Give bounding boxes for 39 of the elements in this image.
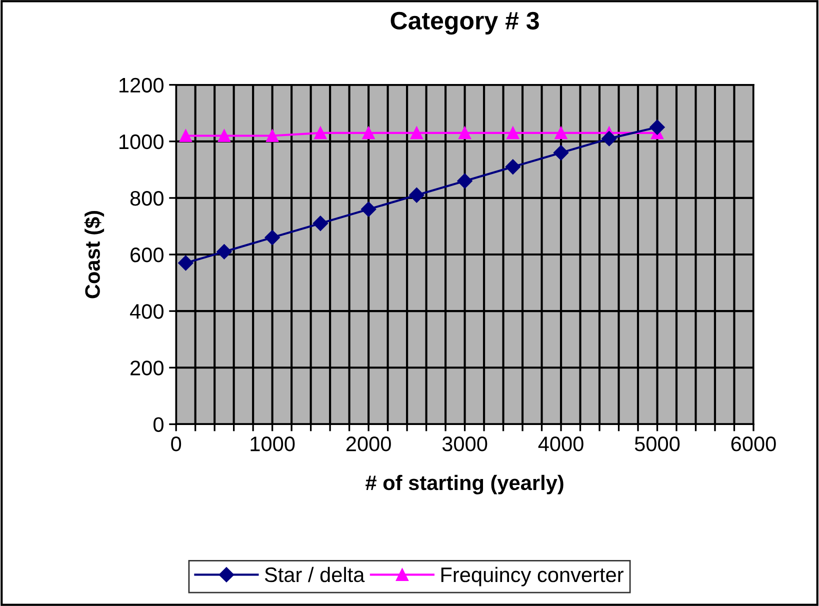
point [505,159,520,174]
y-tick-label: 0 [154,417,164,432]
point [218,129,230,142]
point [360,202,376,217]
x-tick-label: 3000 [442,436,488,452]
point [178,255,194,271]
legend-label: Star / delta [264,566,365,582]
point [362,126,375,140]
point [554,126,568,140]
point [458,126,472,140]
x-tick-label: 6000 [731,436,776,452]
y-tick-label: 200 [130,360,164,376]
y-tick-label: 1200 [120,78,164,93]
point [264,230,280,246]
point [410,126,423,140]
point [266,129,279,142]
point [179,129,192,142]
y-axis-title: Coast ($) [84,210,104,298]
x-tick-label: 5000 [634,436,680,452]
x-tick-label: 1000 [250,436,295,452]
point [409,188,424,203]
point [216,244,232,260]
chart-title: Category # 3 [390,12,539,35]
x-tick-label: 0 [171,436,182,452]
y-tick-label: 400 [130,304,164,319]
point [602,131,617,146]
y-tick-label: 1000 [120,134,164,150]
x-axis-title: # of starting (yearly) [366,474,564,494]
x-tick-label: 2000 [346,436,391,452]
point [650,120,665,135]
point [553,145,569,160]
y-tick-label: 600 [130,248,164,262]
point [312,216,328,231]
legend-label: Frequincy converter [441,566,624,586]
x-tick-label: 4000 [538,436,584,452]
point [457,173,472,189]
point [314,126,327,140]
point [506,126,520,140]
y-tick-label: 800 [130,190,164,206]
